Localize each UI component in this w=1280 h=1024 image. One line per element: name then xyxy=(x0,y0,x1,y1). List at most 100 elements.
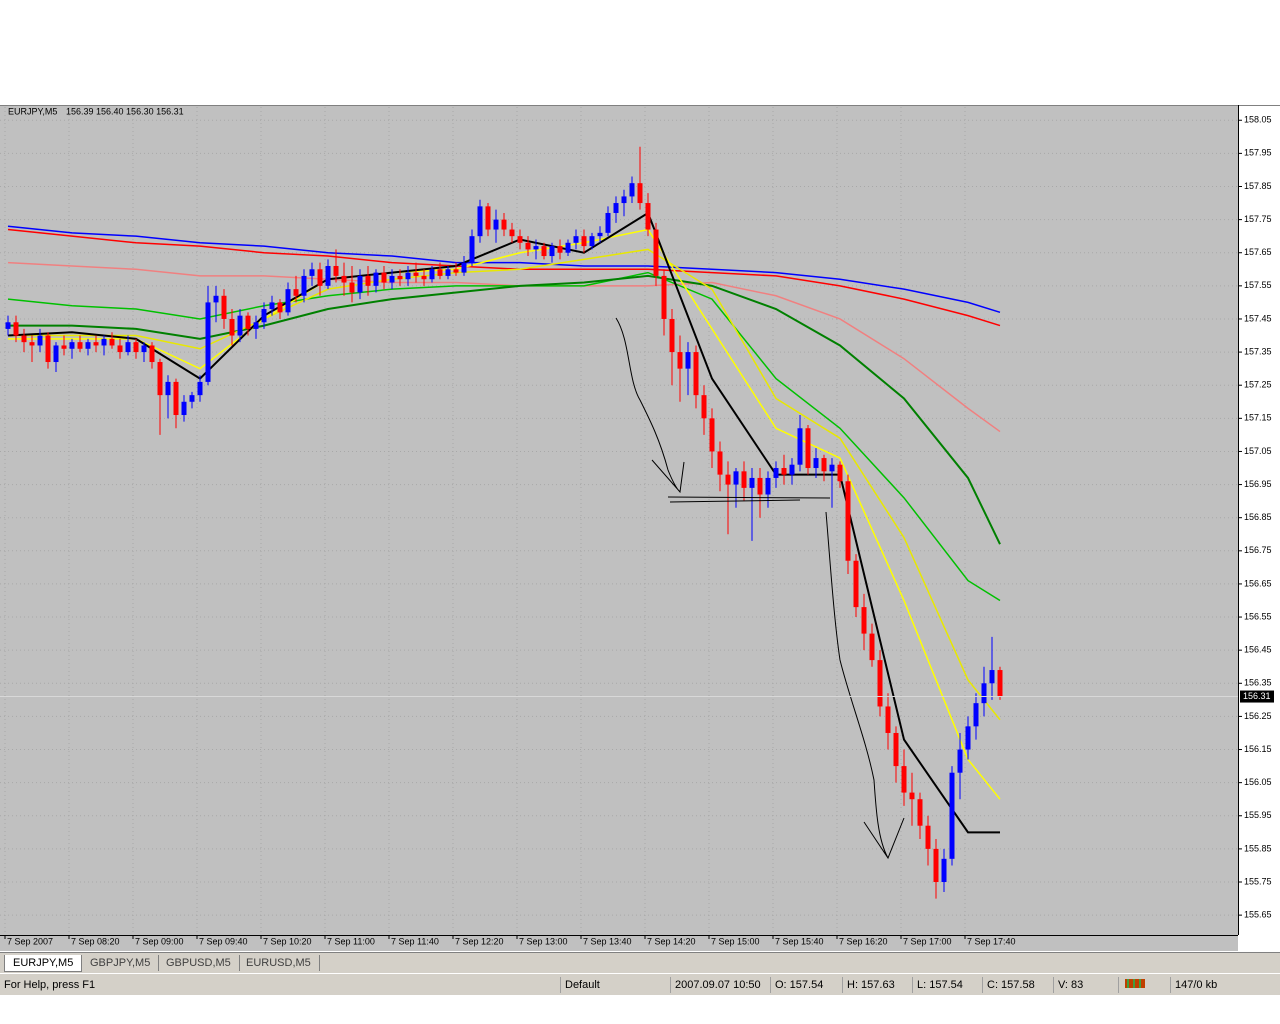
x-tick-label: 7 Sep 17:40 xyxy=(967,936,1016,946)
status-time: 2007.09.07 10:50 xyxy=(670,977,761,993)
y-tick-label: 157.25 xyxy=(1244,380,1272,390)
candle-body xyxy=(189,395,195,402)
candle-body xyxy=(909,792,915,800)
candle-body xyxy=(621,196,627,204)
chart-tab[interactable]: EURJPY,M5 xyxy=(4,955,83,972)
candle-body xyxy=(781,468,787,475)
candle-body xyxy=(85,342,91,349)
candle-body xyxy=(245,315,251,329)
candle-body xyxy=(805,428,811,469)
candle-body xyxy=(597,232,603,237)
candle-body xyxy=(485,206,491,230)
candle-body xyxy=(749,477,755,488)
candle-body xyxy=(277,302,283,313)
candle-body xyxy=(373,272,379,286)
candle-body xyxy=(333,265,339,276)
connection-indicator xyxy=(1118,977,1167,993)
y-tick-label: 155.75 xyxy=(1244,876,1272,886)
candle-body xyxy=(869,633,875,661)
chart-tab[interactable]: GBPUSD,M5 xyxy=(158,955,240,971)
candle-body xyxy=(901,766,907,793)
candle-body xyxy=(845,481,851,561)
candle-body xyxy=(885,706,891,733)
x-tick-label: 7 Sep 12:20 xyxy=(455,936,504,946)
candle-body xyxy=(253,322,259,329)
chart-tab[interactable]: EURUSD,M5 xyxy=(238,955,320,971)
y-tick-label: 157.35 xyxy=(1244,346,1272,356)
moving-average xyxy=(8,228,1001,800)
candle-body xyxy=(669,318,675,353)
price-axis-panel xyxy=(1238,105,1280,951)
candle-body xyxy=(349,282,355,293)
y-tick-label: 157.15 xyxy=(1244,413,1272,423)
candle-body xyxy=(181,401,187,416)
candle-body xyxy=(29,342,35,346)
status-open: O: 157.54 xyxy=(770,977,823,993)
y-tick-label: 156.45 xyxy=(1244,645,1272,655)
status-traffic: 147/0 kb xyxy=(1170,977,1217,993)
x-tick-label: 7 Sep 08:20 xyxy=(71,936,120,946)
chart-tab[interactable]: GBPJPY,M5 xyxy=(82,955,160,971)
candle-body xyxy=(589,236,595,247)
candle-body xyxy=(165,381,171,396)
candle-body xyxy=(741,471,747,488)
candle-body xyxy=(893,732,899,767)
candle-body xyxy=(445,269,451,276)
candle-body xyxy=(813,458,819,469)
candle-body xyxy=(717,451,723,475)
y-tick-label: 156.55 xyxy=(1244,611,1272,621)
candle-body xyxy=(517,236,523,243)
candle-body xyxy=(997,670,1003,697)
candle-body xyxy=(797,428,803,465)
candle-body xyxy=(157,362,163,396)
candle-body xyxy=(405,272,411,280)
status-volume: V: 83 xyxy=(1053,977,1083,993)
candle-body xyxy=(173,381,179,416)
moving-average xyxy=(8,274,1001,545)
candle-body xyxy=(461,262,467,273)
axes: 158.05 157.95 157.85 157.75 157.65 157.55 157.… xyxy=(0,115,1274,946)
x-tick-label: 7 Sep 16:20 xyxy=(839,936,888,946)
candle-body xyxy=(61,345,67,349)
candle-body xyxy=(205,302,211,382)
x-tick-label: 7 Sep 11:00 xyxy=(327,936,375,946)
candle-body xyxy=(413,272,419,276)
candle-body xyxy=(213,295,219,303)
candle-body xyxy=(149,345,155,363)
annotation-stroke xyxy=(615,317,685,494)
candle-body xyxy=(877,660,883,707)
candle-body xyxy=(989,670,995,684)
candle-body xyxy=(101,338,107,346)
candle-body xyxy=(117,345,123,353)
candle-body xyxy=(261,309,267,323)
candle-body xyxy=(917,799,923,826)
candle-body xyxy=(565,242,571,253)
x-tick-label: 7 Sep 09:40 xyxy=(199,936,248,946)
candle-body xyxy=(317,269,323,286)
candle-body xyxy=(685,352,691,369)
x-tick-label: 7 Sep 09:00 xyxy=(135,936,184,946)
tab-bar: EURJPY,M5 GBPJPY,M5 GBPUSD,M5 EURUSD,M5 xyxy=(0,952,1280,973)
candle-body xyxy=(357,275,363,293)
y-tick-label: 156.35 xyxy=(1244,678,1272,688)
candle-body xyxy=(365,275,371,286)
candle-body xyxy=(437,269,443,276)
candle-body xyxy=(509,229,515,237)
candle-body xyxy=(605,212,611,233)
status-profile: Default xyxy=(560,977,600,993)
candle-body xyxy=(829,464,835,472)
candle-body xyxy=(229,318,235,336)
y-tick-label: 156.75 xyxy=(1244,545,1272,555)
candle-body xyxy=(269,302,275,310)
y-tick-label: 157.85 xyxy=(1244,181,1272,191)
candle-body xyxy=(37,335,43,346)
y-tick-label: 156.05 xyxy=(1244,777,1272,787)
candle-body xyxy=(853,560,859,608)
candle-body xyxy=(573,236,579,243)
candle-body xyxy=(469,236,475,263)
status-close: C: 157.58 xyxy=(982,977,1035,993)
candle-body xyxy=(693,352,699,396)
candle-body xyxy=(133,342,139,353)
candle-body xyxy=(125,342,131,353)
x-tick-label: 7 Sep 11:40 xyxy=(391,936,439,946)
